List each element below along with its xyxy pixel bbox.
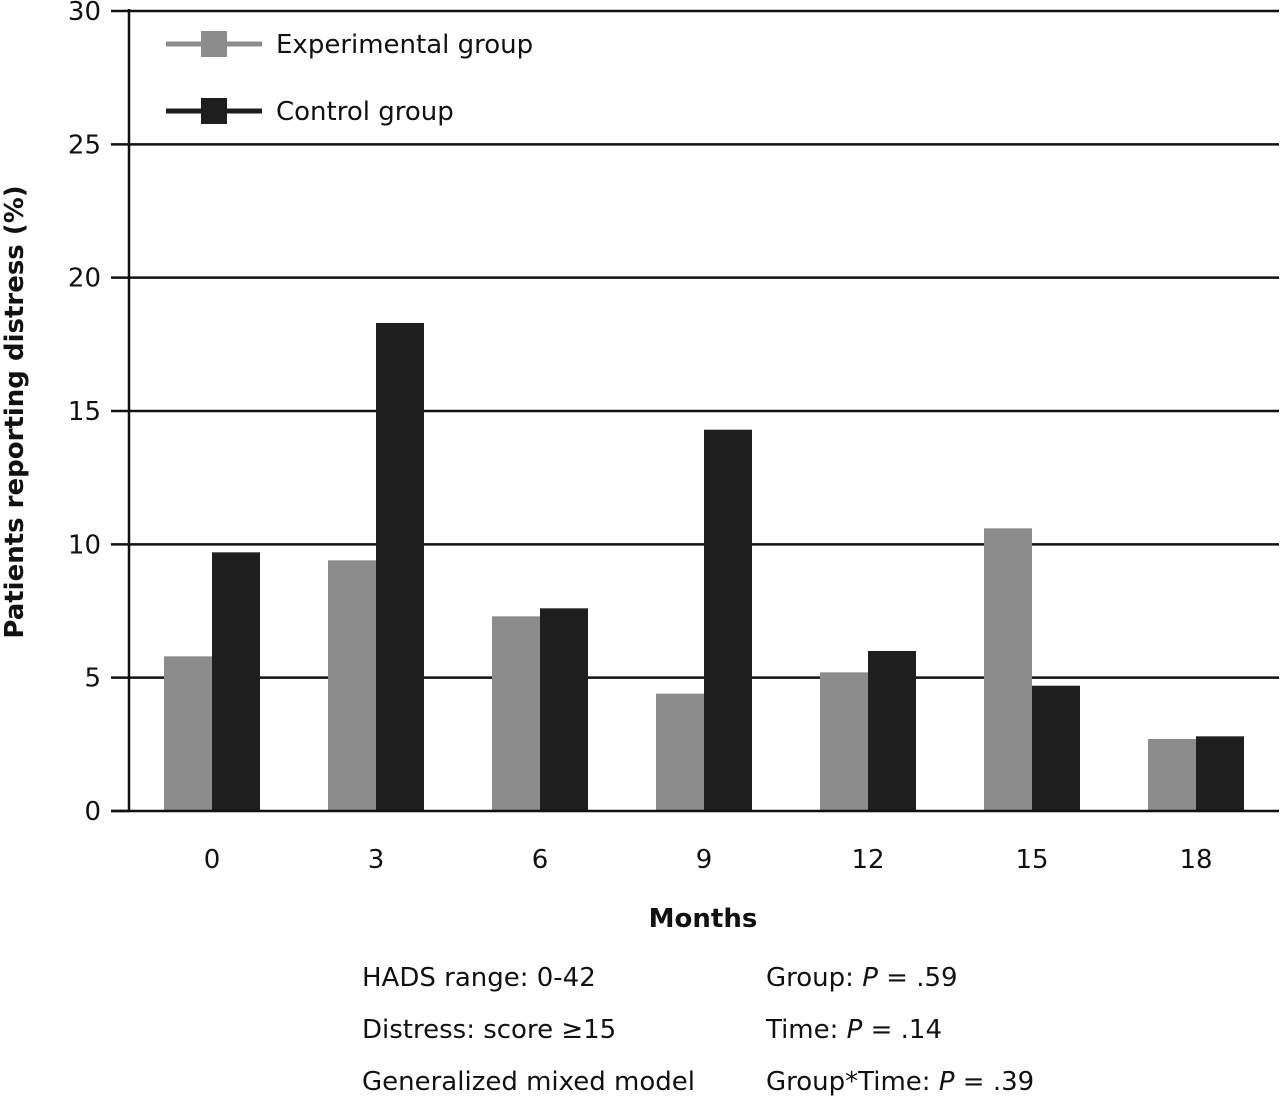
x-tick-label-6: 6: [532, 845, 549, 875]
legend-label-control: Control group: [276, 97, 454, 127]
note-group-p: Group: P = .59: [766, 958, 958, 998]
x-tick-label-3: 3: [368, 845, 385, 875]
group-p-value: = .59: [877, 963, 958, 993]
gridlines: [129, 9, 1279, 679]
distress-bar-chart: 0 5 10 15 20 25 30 0 3 6 9 12 15 18 Months Patients …: [0, 0, 1279, 934]
axes: [111, 9, 1279, 813]
x-tick-label-9: 9: [696, 845, 713, 875]
statistics-notes: HADS range: 0-42 Distress: score ≥15 Gen…: [362, 958, 1262, 1098]
x-tick-label-0: 0: [204, 845, 221, 875]
group-label: Group:: [766, 963, 863, 993]
legend-label-experimental: Experimental group: [276, 30, 533, 60]
y-tick-label-0: 0: [84, 797, 101, 827]
y-tick-label-25: 25: [68, 130, 101, 160]
bar-control-3: [376, 323, 424, 811]
bar-control-18: [1196, 736, 1244, 811]
interaction-label: Group*Time:: [766, 1067, 939, 1097]
note-hads-range: HADS range: 0-42: [362, 963, 596, 993]
interaction-p-symbol: P: [938, 1067, 955, 1097]
time-label: Time:: [766, 1015, 847, 1045]
x-tick-labels: 0 3 6 9 12 15 18: [204, 845, 1213, 875]
bar-control-12: [868, 651, 916, 811]
bar-experimental-18: [1148, 739, 1196, 811]
legend-marker-control: [201, 98, 227, 124]
note-model: Generalized mixed model: [362, 1067, 695, 1097]
y-axis-title: Patients reporting distress (%): [0, 185, 30, 638]
bar-experimental-6: [492, 616, 540, 811]
bar-experimental-3: [328, 560, 376, 811]
time-p-symbol: P: [846, 1015, 863, 1045]
legend-marker-experimental: [201, 31, 227, 57]
bar-experimental-12: [820, 672, 868, 811]
note-distress-threshold: Distress: score ≥15: [362, 1015, 617, 1045]
y-tick-label-10: 10: [68, 530, 101, 560]
bars: [164, 323, 1244, 811]
legend: Experimental group Control group: [166, 30, 533, 127]
time-p-value: = .14: [862, 1015, 943, 1045]
note-interaction-p: Group*Time: P = .39: [766, 1062, 1034, 1102]
x-tick-label-18: 18: [1179, 845, 1212, 875]
y-tick-label-15: 15: [68, 397, 101, 427]
y-tick-label-20: 20: [68, 264, 101, 294]
note-time-p: Time: P = .14: [766, 1010, 942, 1050]
bar-control-6: [540, 608, 588, 811]
y-tick-labels: 0 5 10 15 20 25 30: [68, 0, 101, 827]
x-tick-label-12: 12: [851, 845, 884, 875]
bar-control-15: [1032, 685, 1080, 811]
x-axis-title: Months: [649, 904, 758, 934]
bar-control-9: [704, 429, 752, 811]
bar-experimental-9: [656, 693, 704, 811]
group-p-symbol: P: [862, 963, 878, 993]
bar-control-0: [212, 552, 260, 811]
y-tick-label-30: 30: [68, 0, 101, 27]
y-tick-label-5: 5: [84, 664, 101, 694]
bar-experimental-15: [984, 528, 1032, 811]
interaction-p-value: = .39: [954, 1067, 1035, 1097]
bar-experimental-0: [164, 656, 212, 811]
x-tick-label-15: 15: [1015, 845, 1048, 875]
